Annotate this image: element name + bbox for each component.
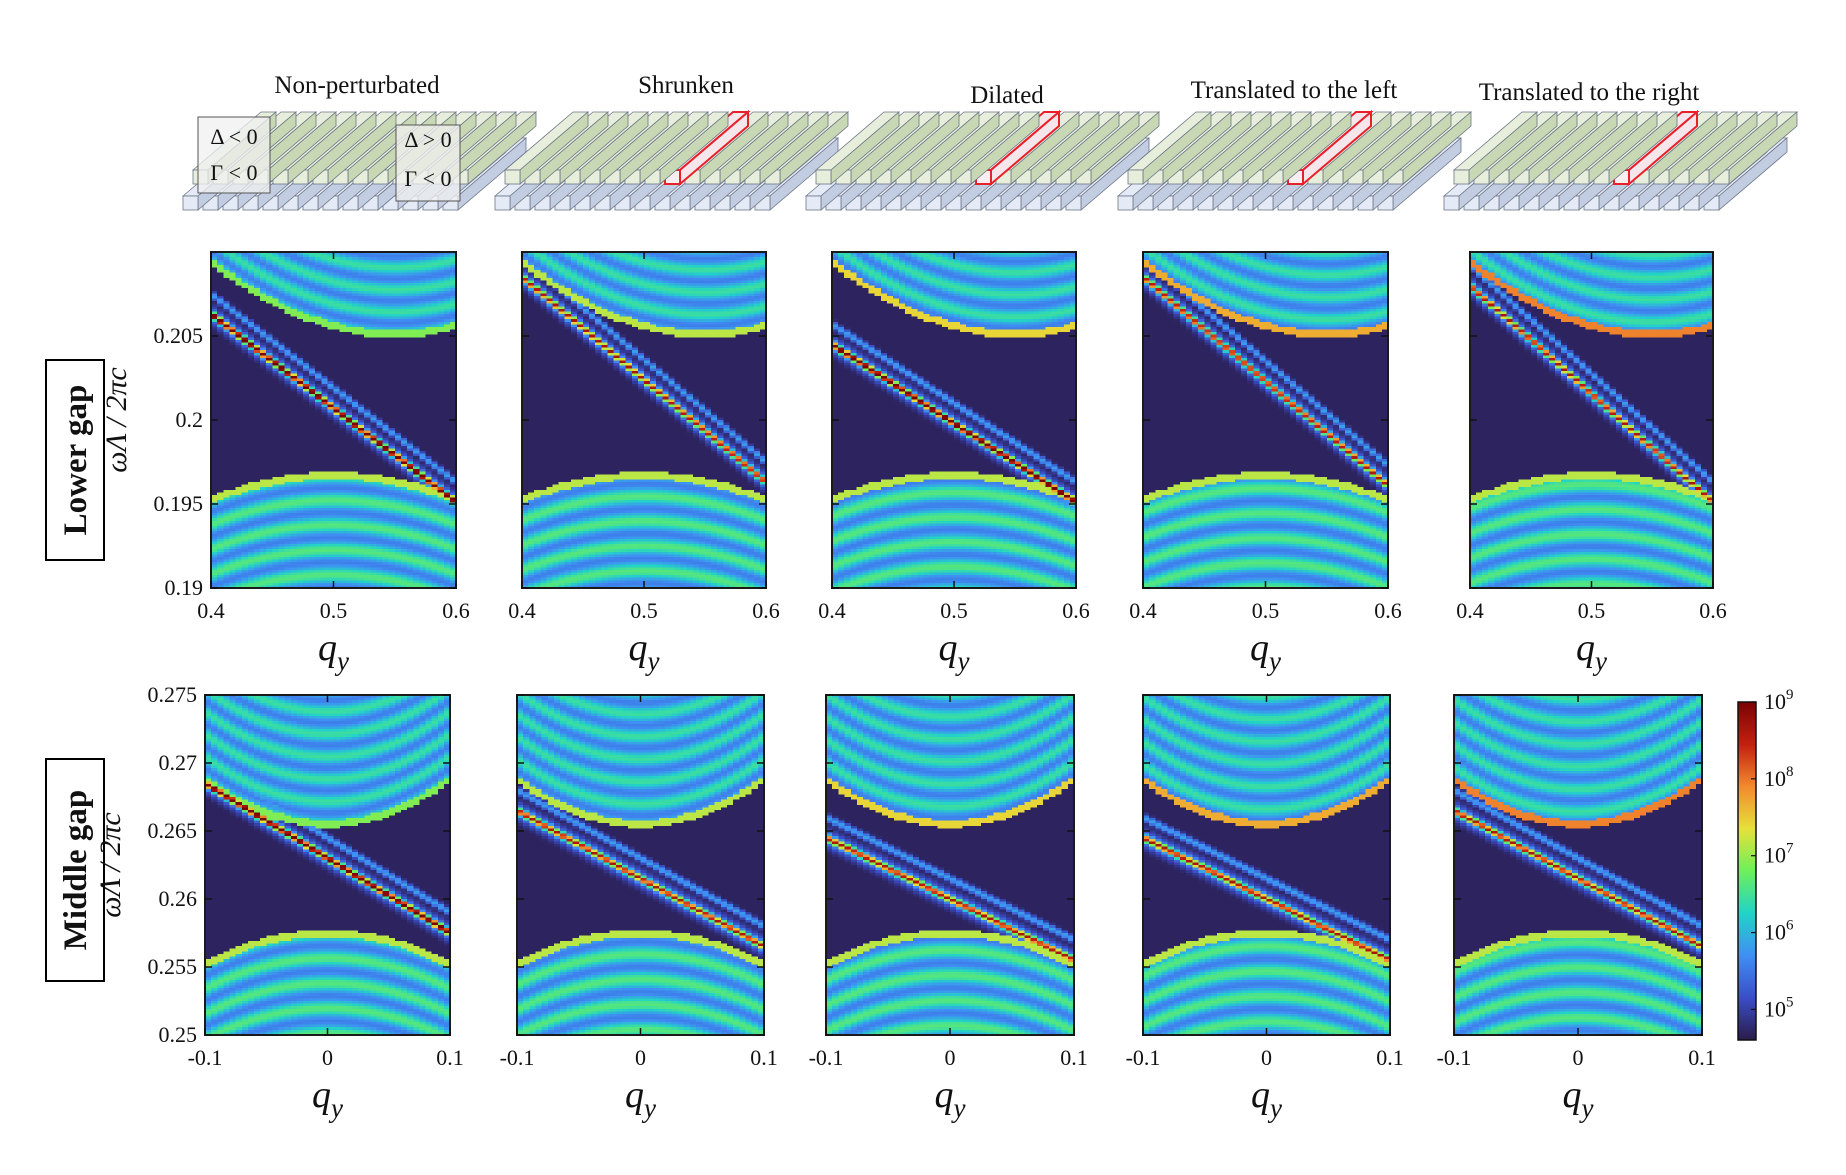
row-label-2: Middle gap [58,790,94,950]
rod-end [1128,170,1143,184]
rod-end [1118,196,1133,210]
structure-5: Translated to the right [1444,79,1797,210]
rod-end [495,196,510,210]
row-label-1: Lower gap [58,385,94,536]
structure-4: Translated to the left [1118,77,1471,210]
structure-title: Non-perturbated [274,72,440,99]
badge-delta-left: Δ < 0 [210,124,257,149]
rod-end [505,170,520,184]
rod-end [816,170,831,184]
structure-title: Dilated [970,82,1044,109]
structure-title: Translated to the left [1191,77,1398,104]
rod-end [183,196,198,210]
rod-end [1454,170,1469,184]
rod-end [806,196,821,210]
badge-gamma-left: Γ < 0 [210,160,257,185]
structure-illustrations: Non-perturbated Δ < 0 Γ < 0 Δ > 0 Γ < 0 Shrun… [183,72,1797,210]
structure-title: Shrunken [638,72,734,99]
rod-end [1444,196,1459,210]
structure-2: Shrunken [495,72,848,210]
structure-title: Translated to the right [1479,79,1700,106]
heatmap-cells [211,252,457,589]
badge-gamma-right: Γ < 0 [404,166,451,191]
structure-1: Non-perturbated Δ < 0 Γ < 0 Δ > 0 Γ < 0 [183,72,536,210]
badge-delta-right: Δ > 0 [404,127,451,152]
structure-3: Dilated [806,82,1159,210]
